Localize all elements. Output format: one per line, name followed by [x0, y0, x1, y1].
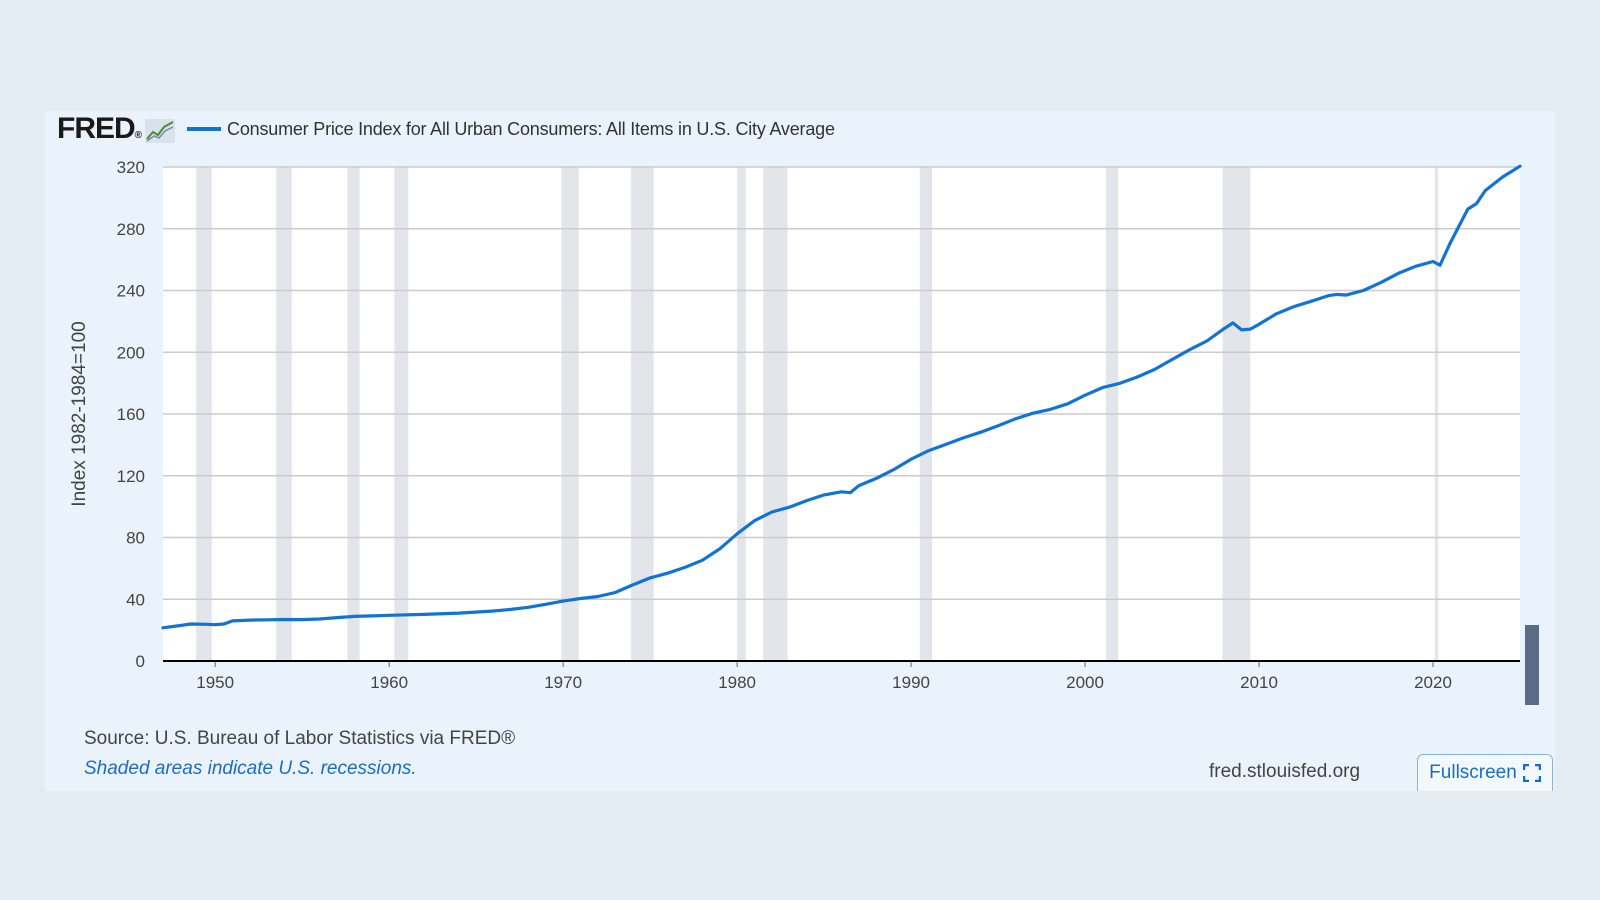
gridlines [163, 166, 1520, 600]
y-tick-label: 240 [117, 282, 145, 301]
source-text: Source: U.S. Bureau of Labor Statistics … [84, 728, 516, 749]
chart-plot[interactable]: 0 40 80 120 160 200 240 280 320 1950 1960 1970 1980… [45, 111, 1555, 711]
line-graph-icon [145, 119, 176, 143]
recession-note: Shaded areas indicate U.S. recessions. [84, 758, 417, 779]
range-scroll-handle[interactable] [1525, 625, 1539, 705]
x-axis-ticks: 1950 1960 1970 1980 1990 2000 2010 2020 [196, 661, 1452, 692]
y-tick-label: 200 [117, 343, 145, 362]
series-title: Consumer Price Index for All Urban Consu… [227, 118, 835, 139]
x-tick-label: 1960 [370, 673, 408, 692]
x-tick-label: 1950 [196, 673, 234, 692]
series-line [161, 164, 1522, 630]
x-tick-label: 1980 [718, 673, 756, 692]
chart-header: FRED® Consumer Price Index for All Urban… [57, 111, 835, 147]
expand-icon [1522, 764, 1541, 782]
y-tick-label: 160 [117, 405, 145, 424]
site-url[interactable]: fred.stlouisfed.org [1209, 761, 1361, 782]
x-tick-label: 2020 [1414, 673, 1452, 692]
legend-swatch [187, 127, 222, 131]
fullscreen-label: Fullscreen [1429, 762, 1517, 783]
fred-logo[interactable]: FRED® [57, 112, 142, 146]
y-tick-label: 0 [136, 652, 145, 671]
x-tick-label: 2010 [1240, 673, 1278, 692]
y-axis-ticks: 0 40 80 120 160 200 240 280 320 [117, 158, 145, 671]
x-tick-label: 1970 [544, 673, 582, 692]
x-tick-label: 2000 [1066, 673, 1104, 692]
chart-panel: FRED® Consumer Price Index for All Urban… [45, 111, 1555, 791]
y-tick-label: 280 [117, 220, 145, 239]
y-tick-label: 320 [117, 158, 145, 177]
y-tick-label: 40 [126, 590, 145, 609]
y-tick-label: 80 [126, 529, 145, 548]
y-tick-label: 120 [117, 467, 145, 486]
fred-logo-mark: ® [134, 130, 142, 141]
y-axis-label: Index 1982-1984=100 [69, 321, 90, 506]
fred-logo-text: FRED [57, 112, 136, 145]
x-tick-label: 1990 [892, 673, 930, 692]
fullscreen-button[interactable]: Fullscreen [1417, 754, 1553, 791]
